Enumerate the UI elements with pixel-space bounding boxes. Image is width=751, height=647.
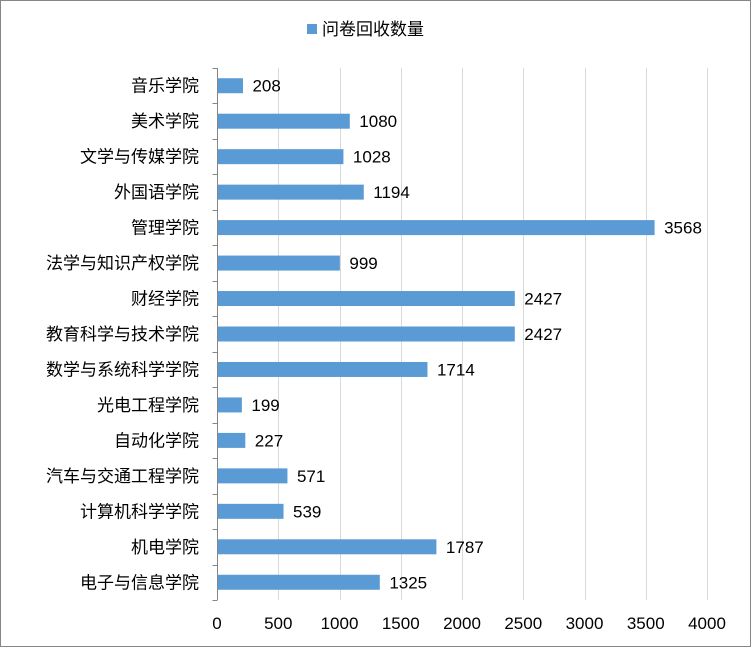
data-labels: 208 1080 1028 1194 3568 999 2427 2427 1714 199 227… xyxy=(251,77,702,593)
bar xyxy=(217,113,350,129)
category-label: 汽车与交通工程学院 xyxy=(46,467,199,487)
bar xyxy=(217,220,655,236)
data-label: 199 xyxy=(251,396,279,415)
x-tick-label: 1500 xyxy=(382,614,420,633)
legend: 问卷回收数量 xyxy=(307,20,424,40)
category-label: 数学与系统科学学院 xyxy=(46,360,199,380)
category-label: 财经学院 xyxy=(131,290,199,310)
bar xyxy=(217,574,380,590)
x-tick-label: 4000 xyxy=(688,614,726,633)
x-tick-labels: 0 500 1000 1500 2000 2500 3000 3500 4000 xyxy=(212,614,726,633)
bars xyxy=(217,78,655,590)
data-label: 208 xyxy=(252,77,280,96)
bar xyxy=(217,78,243,94)
data-label: 1787 xyxy=(446,538,484,557)
x-tick-label: 3000 xyxy=(566,614,604,633)
bar xyxy=(217,397,242,413)
data-label: 999 xyxy=(349,254,377,273)
data-label: 3568 xyxy=(664,219,702,238)
bar xyxy=(217,184,364,200)
bar xyxy=(217,255,340,271)
x-tick-label: 1000 xyxy=(321,614,359,633)
category-label: 计算机科学学院 xyxy=(80,502,199,522)
category-label: 管理学院 xyxy=(131,219,199,239)
bar xyxy=(217,149,344,165)
bar xyxy=(217,468,288,484)
category-label: 文学与传媒学院 xyxy=(80,148,199,168)
category-label: 外国语学院 xyxy=(114,183,199,203)
category-label: 电子与信息学院 xyxy=(80,573,199,593)
category-label: 机电学院 xyxy=(131,538,199,558)
data-label: 1080 xyxy=(359,112,397,131)
data-label: 227 xyxy=(255,431,283,450)
x-tick-label: 2500 xyxy=(504,614,542,633)
data-label: 1028 xyxy=(353,148,391,167)
legend-label: 问卷回收数量 xyxy=(322,20,424,40)
data-label: 1325 xyxy=(389,573,427,592)
bar xyxy=(217,291,515,307)
bar xyxy=(217,361,428,377)
data-label: 539 xyxy=(293,502,321,521)
category-label: 音乐学院 xyxy=(131,77,199,97)
bar xyxy=(217,539,437,555)
data-label: 2427 xyxy=(524,325,562,344)
bar xyxy=(217,326,515,342)
data-label: 571 xyxy=(297,467,325,486)
bar xyxy=(217,503,284,519)
x-tick-label: 2000 xyxy=(443,614,481,633)
x-tick-label: 0 xyxy=(212,614,221,633)
x-tick-label: 3500 xyxy=(627,614,665,633)
bar xyxy=(217,432,246,448)
data-label: 1714 xyxy=(437,360,475,379)
category-label: 光电工程学院 xyxy=(97,396,199,416)
data-label: 1194 xyxy=(373,183,410,202)
legend-swatch xyxy=(307,24,317,34)
axis xyxy=(212,68,218,601)
category-label: 教育科学与技术学院 xyxy=(46,325,199,345)
category-labels: 音乐学院美术学院文学与传媒学院外国语学院管理学院法学与知识产权学院财经学院教育科… xyxy=(46,77,199,594)
category-label: 法学与知识产权学院 xyxy=(46,254,199,274)
data-label: 2427 xyxy=(524,290,562,309)
category-label: 美术学院 xyxy=(131,112,199,132)
category-label: 自动化学院 xyxy=(114,431,199,451)
x-tick-label: 500 xyxy=(264,614,292,633)
